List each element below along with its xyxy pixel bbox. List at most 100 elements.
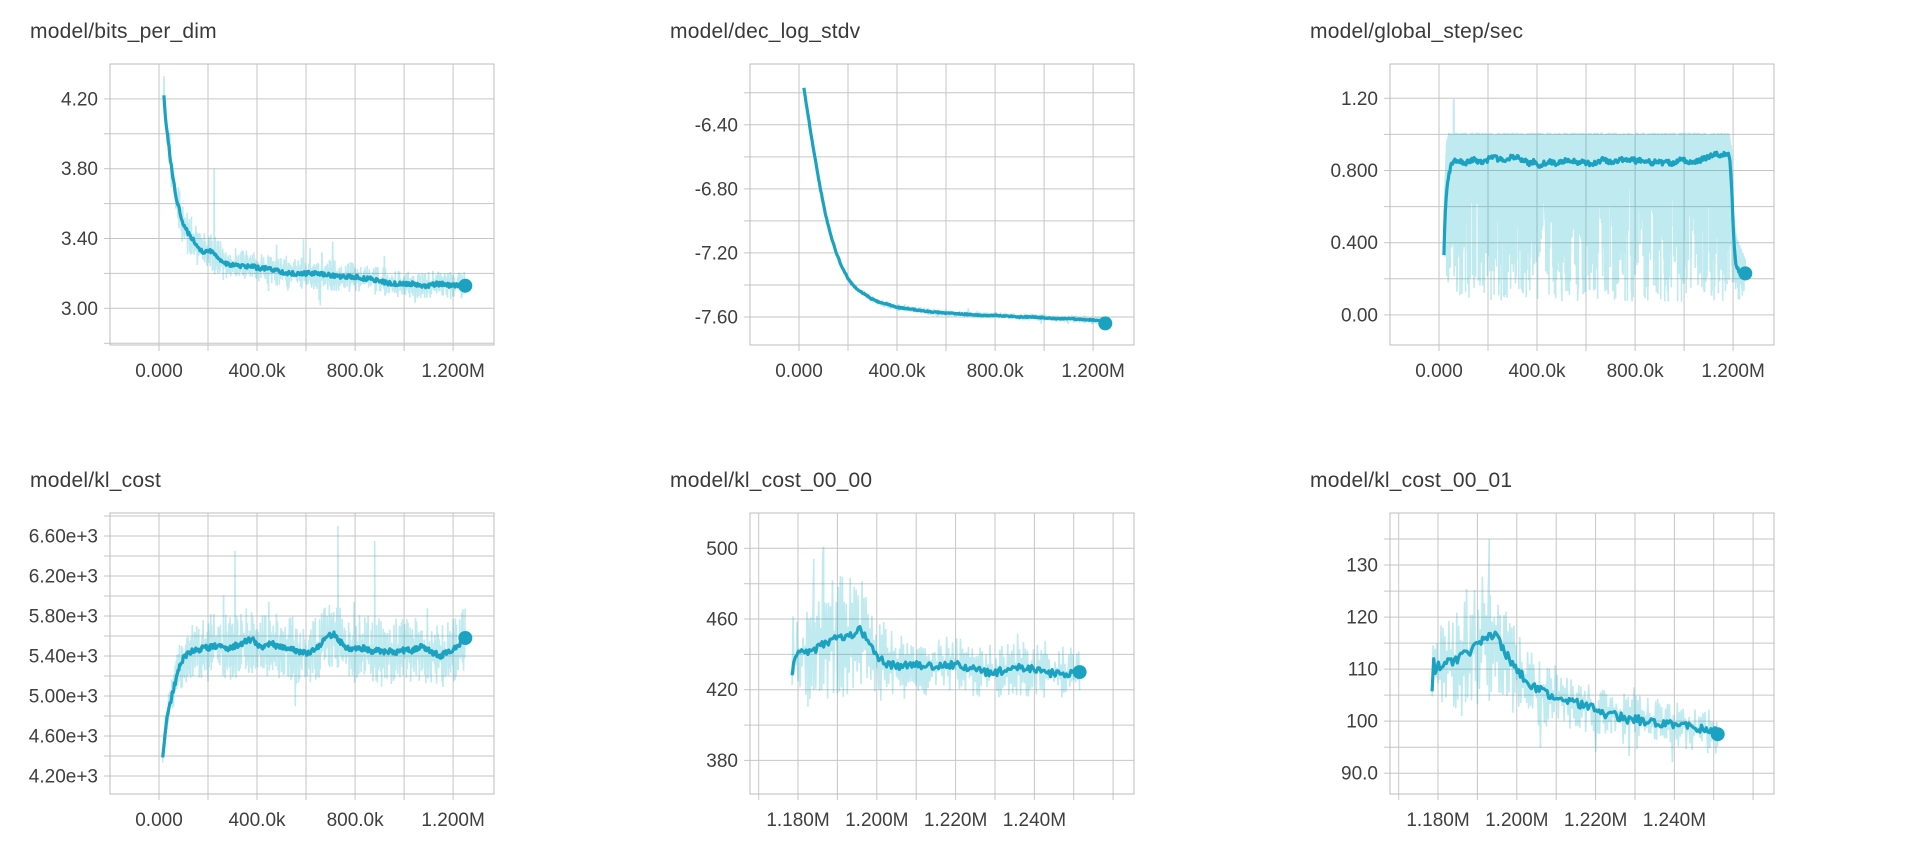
chart-card-bits-per-dim: model/bits_per_dim 4.20 3.80 3.40 3.00 0.000… [0, 6, 640, 391]
raw-series-line [803, 88, 1107, 326]
y-tick-label: 110 [1348, 660, 1378, 681]
smoothed-series-line [161, 630, 467, 758]
x-tick-label: 400.0k [228, 361, 286, 382]
y-tick-label: -7.20 [695, 243, 738, 264]
x-tick-label: 0.000 [775, 361, 823, 382]
gridlines [104, 513, 494, 800]
final-value-marker [458, 631, 473, 645]
y-tick-label: 3.00 [61, 299, 98, 320]
chart-plot-kl-cost-00-00[interactable]: 500 460 420 380 1.180M 1.200M 1.220M 1.240M [666, 503, 1142, 840]
chart-plot-global-step-sec[interactable]: 1.20 0.800 0.400 0.00 0.000 400.0k 800.0k 1.200… [1306, 54, 1782, 391]
series-group [790, 546, 1082, 707]
x-tick-label: 0.000 [1415, 361, 1463, 382]
final-value-marker [1072, 665, 1087, 680]
smoothed-series-line [802, 87, 1107, 324]
x-tick-label: 1.240M [1643, 810, 1706, 831]
x-tick-label: 1.200M [1701, 361, 1764, 382]
plot-border [1389, 512, 1775, 795]
chart-card-global-step-sec: model/global_step/sec 1.20 0.800 0.400 0.00… [1280, 6, 1920, 391]
y-tick-label: 120 [1346, 608, 1378, 629]
y-tick-label: 5.40e+3 [29, 647, 98, 668]
chart-title: model/bits_per_dim [30, 20, 217, 43]
plot-border [749, 63, 1135, 346]
x-tick-label: 1.180M [766, 810, 829, 831]
x-tick-label: 800.0k [1607, 361, 1665, 382]
y-tick-label: 0.800 [1330, 161, 1378, 182]
x-tick-label: 1.200M [845, 810, 908, 831]
series-group [161, 525, 467, 763]
x-tick-label: 1.200M [421, 810, 484, 831]
y-tick-label: 0.00 [1341, 305, 1378, 326]
x-tick-label: 1.180M [1406, 810, 1469, 831]
x-tick-label: 1.220M [1564, 810, 1627, 831]
x-tick-label: 0.000 [135, 810, 183, 831]
x-tick-label: 0.000 [135, 361, 183, 382]
x-tick-label: 800.0k [327, 361, 385, 382]
y-tick-label: 0.400 [1330, 233, 1378, 254]
chart-title: model/global_step/sec [1310, 20, 1524, 43]
chart-plot-kl-cost[interactable]: 6.60e+3 6.20e+3 5.80e+3 5.40e+3 5.00e+3 4.60e… [26, 503, 502, 840]
y-tick-label: 460 [706, 610, 738, 631]
final-value-marker [1738, 266, 1753, 281]
raw-series-line [161, 525, 466, 763]
x-tick-label: 1.200M [421, 361, 484, 382]
y-tick-label: 500 [706, 539, 738, 560]
y-tick-label: 4.20 [61, 89, 98, 110]
y-tick-label: 1.20 [1341, 89, 1378, 110]
x-tick-label: 1.220M [924, 810, 987, 831]
chart-title: model/kl_cost [30, 469, 161, 492]
y-tick-label: 90.0 [1341, 764, 1378, 785]
gridlines [1384, 64, 1774, 351]
final-value-marker [1710, 727, 1725, 742]
chart-card-kl-cost-00-01: model/kl_cost_00_01 130 120 110 100 90.0 1.18… [1280, 455, 1920, 840]
x-tick-label: 1.240M [1003, 810, 1066, 831]
gridlines [1384, 513, 1774, 800]
y-tick-label: 3.80 [61, 159, 98, 180]
gridlines [744, 513, 1134, 800]
y-tick-label: -6.40 [695, 115, 738, 136]
chart-plot-kl-cost-00-01[interactable]: 130 120 110 100 90.0 1.180M 1.200M 1.220M 1.240M [1306, 503, 1782, 840]
y-tick-label: -7.60 [695, 308, 738, 329]
y-tick-label: 3.40 [61, 229, 98, 250]
smoothed-series-line [1442, 150, 1747, 279]
y-tick-label: 420 [706, 680, 738, 701]
plot-border [749, 512, 1135, 795]
chart-card-kl-cost-00-00: model/kl_cost_00_00 500 460 420 380 1.180M 1.… [640, 455, 1280, 840]
x-tick-label: 400.0k [868, 361, 926, 382]
x-tick-label: 400.0k [1508, 361, 1566, 382]
chart-card-kl-cost: model/kl_cost 6.60e+3 6.20e+3 5.80e+3 5.40e… [0, 455, 640, 840]
y-tick-label: 380 [706, 751, 738, 772]
y-tick-label: 5.80e+3 [29, 607, 98, 628]
x-tick-label: 400.0k [228, 810, 286, 831]
smoothed-series-line [790, 624, 1082, 679]
final-value-marker [458, 278, 473, 293]
x-tick-label: 1.200M [1485, 810, 1548, 831]
final-value-marker [1098, 316, 1113, 331]
raw-series-line [1443, 98, 1746, 302]
series-group [162, 76, 467, 306]
y-tick-label: 100 [1346, 712, 1378, 733]
x-tick-label: 1.200M [1061, 361, 1124, 382]
y-tick-label: 5.00e+3 [29, 687, 98, 708]
chart-title: model/kl_cost_00_00 [670, 469, 873, 492]
y-tick-label: 4.60e+3 [29, 727, 98, 748]
gridlines [104, 64, 494, 351]
series-group [1430, 538, 1719, 763]
chart-card-dec-log-stdv: model/dec_log_stdv -6.40 -6.80 -7.20 -7.60 0… [640, 6, 1280, 391]
plot-border [109, 512, 495, 795]
x-tick-label: 800.0k [967, 361, 1025, 382]
gridlines [744, 64, 1134, 351]
plot-border [1389, 63, 1775, 346]
series-group [802, 87, 1107, 326]
series-group [1442, 98, 1747, 302]
y-tick-label: 6.60e+3 [29, 527, 98, 548]
y-tick-label: 130 [1346, 556, 1378, 577]
y-tick-label: 6.20e+3 [29, 567, 98, 588]
chart-plot-dec-log-stdv[interactable]: -6.40 -6.80 -7.20 -7.60 0.000 400.0k 800.0k 1.2… [666, 54, 1142, 391]
chart-title: model/dec_log_stdv [670, 20, 861, 43]
y-tick-label: -6.80 [695, 179, 738, 200]
chart-plot-bits-per-dim[interactable]: 4.20 3.80 3.40 3.00 0.000 400.0k 800.0k 1.200M [26, 54, 502, 391]
x-tick-label: 800.0k [327, 810, 385, 831]
chart-title: model/kl_cost_00_01 [1310, 469, 1513, 492]
